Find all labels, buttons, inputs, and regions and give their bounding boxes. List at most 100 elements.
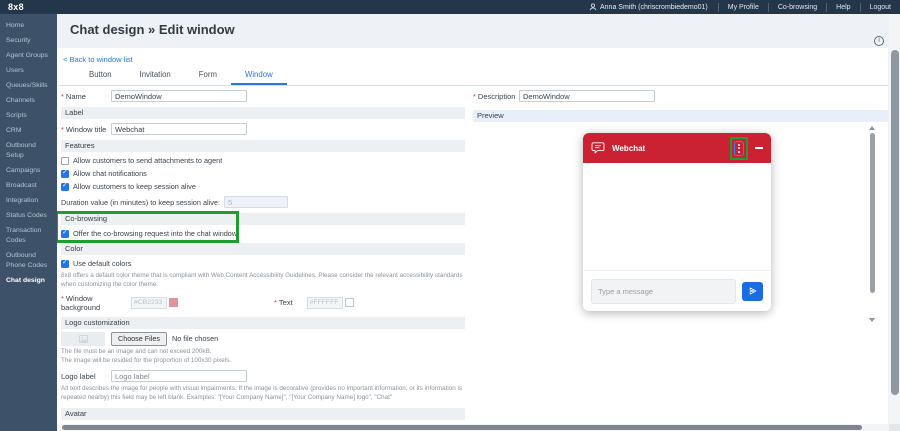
cobrowsing-section-wrap: Co-browsing Offer the co-browsing reques… [57,211,465,243]
cobrowsing-offer-label: Offer the co-browsing request into the c… [73,229,238,238]
file-help-size: The file must be an image and can not ex… [61,347,212,355]
use-default-colors-label: Use default colors [73,259,132,268]
tab-invitation[interactable]: Invitation [139,70,171,79]
page-horizontal-scrollbar[interactable] [57,424,889,431]
tab-button[interactable]: Button [89,70,112,79]
image-icon [78,334,88,343]
sidebar-item-crm[interactable]: CRM [6,126,22,134]
message-input[interactable] [591,278,736,304]
preview-area: Webchat [473,124,888,419]
use-default-colors-checkbox[interactable] [61,258,69,268]
text-color-label: * Text [274,298,293,308]
no-file-chosen-text: No file chosen [171,334,219,344]
duration-label: Duration value (in minutes) to keep sess… [61,197,220,207]
content-panel: < Back to window list Button Invitation … [57,48,888,424]
menu-co-browsing[interactable]: Co-browsing [767,2,826,12]
color-help-text: 8x8 offers a default color theme that is… [61,272,463,288]
scroll-up-arrow[interactable] [869,126,875,130]
sidebar-item-users[interactable]: Users [6,66,24,74]
brand-logo: 8x8 [8,2,24,12]
scroll-down-arrow[interactable] [869,318,875,322]
sidebar-item-integration[interactable]: Integration [6,196,39,204]
main-area: Chat design » Edit window i < Back to wi… [57,14,900,431]
sidebar-item-campaigns[interactable]: Campaigns [6,166,41,174]
send-button[interactable] [742,281,763,301]
logo-label-label: Logo label [61,371,96,381]
section-avatar: Avatar [61,407,465,420]
sidebar-item-broadcast[interactable]: Broadcast [6,181,37,189]
preview-scrollbar[interactable] [868,126,876,322]
webchat-title: Webchat [612,143,646,153]
chevron-left-icon: < [63,55,68,64]
sidebar-item-outbound-setup[interactable]: Outbound Setup [6,141,36,159]
section-color: Color [61,243,465,255]
name-input[interactable] [111,90,247,102]
info-icon[interactable]: i [874,36,884,46]
sidebar-item-queues-skills[interactable]: Queues/Skills [6,81,48,89]
minimize-icon[interactable] [755,147,763,149]
chat-notifications-checkbox[interactable] [61,168,69,178]
kebab-menu-icon[interactable] [734,140,744,156]
name-label: * Name [61,91,86,101]
sidebar-item-scripts[interactable]: Scripts [6,111,27,119]
preview-column: *Description Preview Webchat [465,86,888,424]
sidebar-item-channels[interactable]: Channels [6,96,35,104]
tab-window[interactable]: Window [230,67,287,85]
text-color-swatch [344,298,354,308]
description-label: * Description [473,91,516,101]
page-horizontal-scrollbar-thumb[interactable] [62,425,862,430]
settings-column: *Name Label *Window title Features Allow… [57,86,465,424]
section-logo-customization: Logo customization [61,316,465,329]
tab-bar: Button Invitation Form Window [59,67,888,86]
description-input[interactable] [519,90,655,102]
menu-logout[interactable]: Logout [859,2,900,12]
webchat-footer [583,271,771,311]
back-to-window-list-link[interactable]: < Back to window list [59,53,888,67]
cobrowsing-offer-checkbox[interactable] [61,228,69,238]
logo-label-input[interactable] [111,370,247,383]
sidebar-nav: Home Security Agent Groups Users Queues/… [0,14,57,431]
webchat-body [583,163,771,271]
window-background-swatch [169,298,178,308]
text-color-input [306,296,343,309]
sidebar-item-transaction-codes[interactable]: Transaction Codes [6,226,42,244]
window-title-input[interactable] [111,123,247,135]
page-title: Chat design » Edit window [70,22,235,37]
sidebar-item-security[interactable]: Security [6,36,31,44]
alt-text-help: Alt text describes the image for people … [61,385,463,402]
attachments-label: Allow customers to send attachments to a… [73,156,223,165]
section-cobrowsing: Co-browsing [61,213,465,225]
tab-form[interactable]: Form [198,70,217,79]
webchat-header: Webchat [583,133,771,163]
keep-session-alive-label: Allow customers to keep session alive [73,182,196,191]
duration-input [224,196,288,208]
person-icon [589,3,597,11]
page-vertical-scrollbar[interactable] [889,14,900,424]
window-title-label: * Window title [61,124,107,134]
sidebar-item-status-codes[interactable]: Status Codes [6,211,47,219]
choose-files-button[interactable]: Choose Files [111,331,167,346]
section-preview: Preview [473,110,888,122]
sidebar-item-outbound-phone-codes[interactable]: Outbound Phone Codes [6,251,48,269]
sidebar-item-home[interactable]: Home [6,21,25,29]
menu-my-profile[interactable]: My Profile [717,2,768,12]
user-name: Anna Smith (chriscrombiedemo01) [599,3,708,11]
sidebar-item-agent-groups[interactable]: Agent Groups [6,51,48,59]
window-background-input [131,296,167,309]
keep-session-alive-checkbox[interactable] [61,181,69,191]
webchat-preview-window: Webchat [583,133,771,311]
section-features: Features [61,140,465,152]
user-menu[interactable]: Anna Smith (chriscrombiedemo01) [579,3,718,11]
annotation-box-menu-icon [730,136,748,160]
attachments-checkbox[interactable] [61,156,69,165]
page-vertical-scrollbar-thumb[interactable] [890,50,899,395]
sidebar-item-chat-design[interactable]: Chat design [6,276,45,284]
scrollbar-corner [889,424,900,431]
send-icon [749,287,756,295]
file-help-proportion: The image will be resided for the propor… [61,357,232,365]
menu-help[interactable]: Help [826,2,859,12]
chat-bubble-icon [591,142,605,154]
preview-scrollbar-thumb[interactable] [869,133,875,293]
window-background-label: * Window background [61,293,101,312]
logo-placeholder [61,331,105,346]
